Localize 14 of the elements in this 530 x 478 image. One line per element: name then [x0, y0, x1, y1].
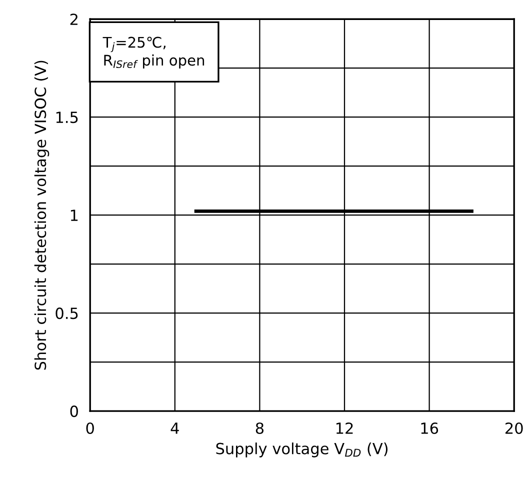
x-tick-label: 20: [506, 422, 523, 434]
x-tick-label: 4: [170, 422, 179, 434]
x-tick-label: 12: [336, 422, 353, 434]
x-tick-label: 16: [421, 422, 438, 434]
y-axis-title: Short circuit detection voltage VISOC (V): [34, 60, 50, 370]
y-tick-label: 0: [70, 406, 78, 418]
y-tick-label: 0.5: [56, 308, 78, 320]
y-tick-label: 1: [70, 210, 78, 221]
x-tick-label: 0: [86, 422, 94, 434]
y-tick-label: 2: [70, 14, 78, 25]
x-tick-label: 8: [256, 422, 264, 434]
x-axis-title: Supply voltage V$_{DD}$ (V): [216, 442, 388, 458]
y-tick-label: 1.5: [56, 112, 78, 124]
annotation: T$_{j}$=25℃, R$_{ISref}$ pin open: [102, 36, 204, 69]
